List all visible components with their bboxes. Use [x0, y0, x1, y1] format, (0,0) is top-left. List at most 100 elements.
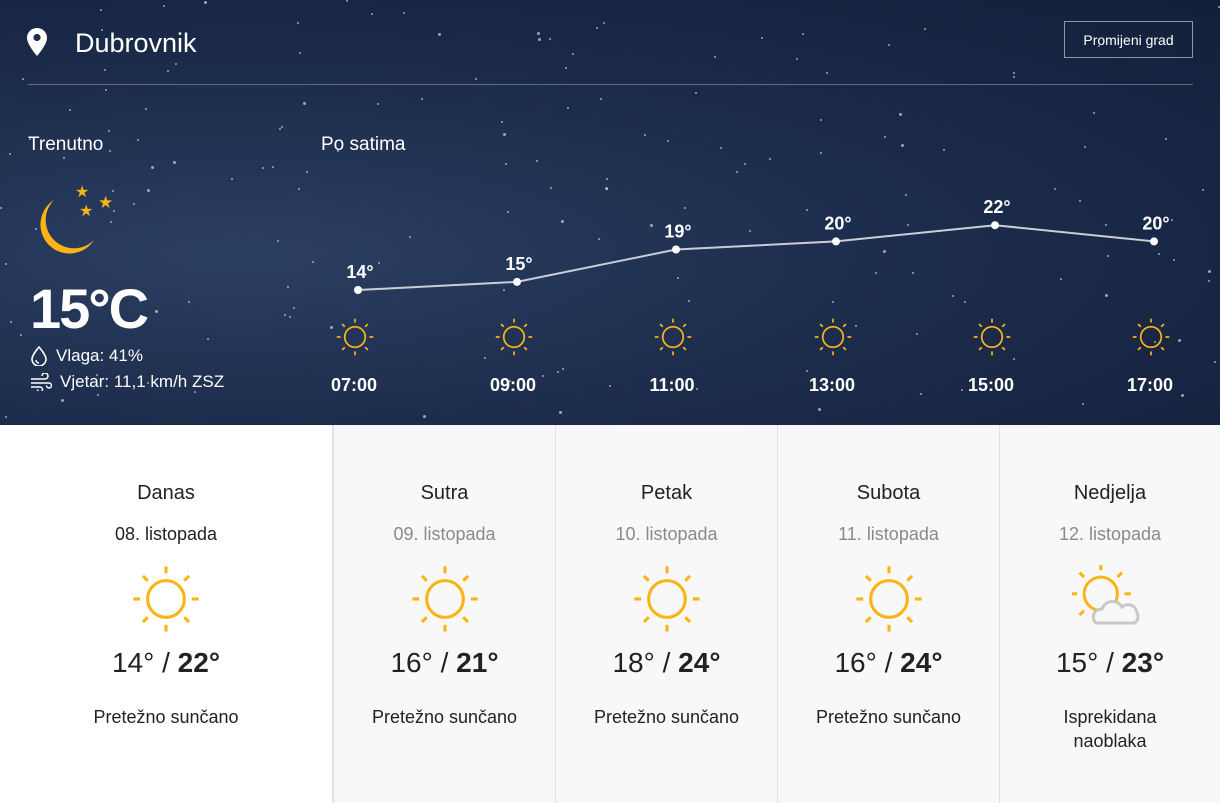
star	[95, 373, 98, 376]
temperature-label: 22°	[983, 197, 1010, 217]
star	[4, 263, 7, 266]
star	[63, 156, 66, 159]
star	[97, 393, 100, 396]
star	[502, 289, 505, 292]
star	[103, 69, 106, 72]
star	[1181, 393, 1185, 397]
star	[536, 160, 539, 163]
day-date: 11. listopada	[838, 524, 939, 544]
svg-text:★: ★	[98, 193, 113, 212]
star	[262, 167, 265, 170]
star	[667, 140, 670, 143]
star	[598, 238, 601, 241]
day-date: 10. listopada	[615, 524, 718, 544]
star	[505, 162, 508, 165]
hour-time: 17:00	[1126, 375, 1174, 395]
star	[906, 224, 909, 227]
star	[346, 0, 349, 2]
star	[1105, 224, 1108, 227]
star	[831, 300, 834, 303]
star	[137, 139, 140, 142]
star	[561, 219, 565, 223]
wind-icon	[31, 373, 52, 391]
day-card[interactable]: Sutra 09. listopada 16° / 21° Pretežno s…	[333, 425, 555, 803]
star	[286, 285, 289, 288]
star	[749, 229, 752, 232]
min-temp: 16°	[834, 647, 877, 678]
star	[806, 208, 809, 211]
star	[904, 193, 907, 196]
moon-stars-icon: ★ ★ ★	[40, 184, 113, 254]
divider	[28, 84, 1193, 85]
star	[280, 125, 283, 128]
star	[403, 11, 406, 14]
change-city-button[interactable]: Promijeni grad	[1064, 21, 1193, 58]
star	[22, 77, 25, 80]
star	[643, 133, 646, 136]
star	[1218, 6, 1220, 9]
star	[677, 277, 680, 280]
star	[4, 415, 7, 418]
day-date: 09. listopada	[393, 524, 496, 544]
star	[20, 334, 23, 337]
day-temperature: 16° / 21°	[390, 647, 499, 678]
wind-text: Vjetar: 11,1 km/h ZSZ	[60, 372, 225, 391]
temperature-label: 14°	[346, 262, 373, 282]
star	[474, 78, 477, 81]
star	[541, 375, 544, 378]
star	[1081, 402, 1084, 405]
day-description: Pretežno sunčano	[93, 707, 239, 727]
daily-forecast: Danas 08. listopada 14° / 22° Pretežno s…	[0, 425, 1220, 803]
star	[556, 370, 559, 373]
sun-icon	[1132, 318, 1170, 356]
star	[606, 188, 609, 191]
star	[825, 71, 828, 74]
star	[299, 51, 302, 54]
star	[899, 113, 903, 117]
svg-text:★: ★	[79, 203, 93, 220]
star	[10, 321, 13, 324]
day-card[interactable]: Nedjelja 12. listopada 15° / 23° Ispreki…	[999, 425, 1220, 803]
star	[147, 188, 151, 192]
day-name: Nedjelja	[1073, 482, 1147, 504]
temperature-label: 20°	[824, 213, 851, 233]
current-temperature: 15°C	[30, 277, 149, 340]
star	[105, 89, 108, 92]
star	[819, 151, 822, 154]
star	[8, 152, 11, 155]
star	[297, 21, 300, 24]
star	[960, 388, 963, 391]
star	[796, 57, 799, 60]
star	[188, 300, 191, 303]
star	[276, 240, 279, 243]
temperature-point	[513, 277, 521, 286]
star	[923, 28, 926, 31]
day-date: 08. listopada	[114, 524, 218, 544]
star	[163, 5, 166, 8]
star	[172, 160, 176, 164]
star	[501, 120, 504, 123]
star	[884, 135, 887, 138]
star	[819, 119, 822, 122]
star	[376, 103, 379, 106]
star	[302, 102, 306, 106]
day-description: Pretežno sunčano	[815, 707, 962, 727]
star	[99, 8, 102, 11]
min-temp: 16°	[390, 647, 433, 678]
sun-icon	[495, 318, 533, 356]
star	[35, 228, 38, 231]
day-description: Pretežno sunčano	[593, 707, 740, 727]
day-card[interactable]: Petak 10. listopada 18° / 24° Pretežno s…	[555, 425, 777, 803]
star	[377, 261, 380, 264]
day-card[interactable]: Danas 08. listopada 14° / 22° Pretežno s…	[0, 425, 333, 803]
city-name: Dubrovnik	[75, 28, 197, 58]
star	[919, 392, 922, 395]
star	[915, 332, 918, 335]
star	[288, 315, 291, 318]
star	[438, 32, 442, 36]
star	[1154, 341, 1157, 344]
temperature-point	[354, 286, 362, 294]
day-card[interactable]: Subota 11. listopada 16° / 24° Pretežno …	[777, 425, 999, 803]
star	[605, 178, 608, 181]
temperature-line	[357, 224, 1155, 291]
